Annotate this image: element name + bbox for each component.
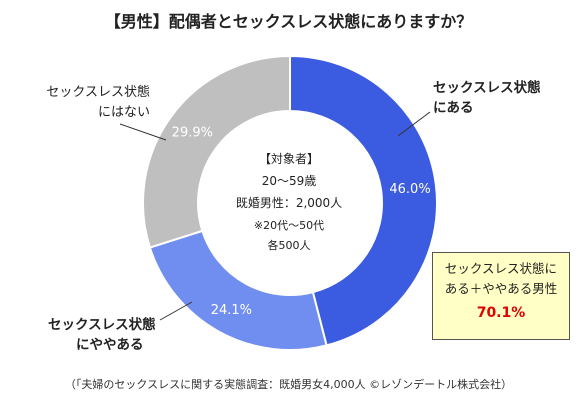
value-label-nai: 29.9%	[172, 126, 213, 141]
slice-aru	[289, 54, 438, 347]
source-note: （「夫婦のセックスレスに関する実態調査：既婚男女4,000人 ©レゾンデートル株…	[64, 378, 513, 391]
legend-label-yaya-line-2: にややある	[76, 337, 144, 353]
center-label-line-3: 既婚男性：2,000人	[235, 196, 343, 210]
center-label-line-5: 各500人	[267, 239, 311, 252]
value-label-yaya: 24.1%	[211, 303, 252, 318]
center-label-line-1: 【対象者】	[258, 152, 319, 166]
legend-label-nai: セックスレス状態 にはない	[22, 83, 150, 123]
callout-line-2: ある＋ややある男性	[444, 281, 558, 296]
legend-label-yaya: セックスレス状態 にややある	[48, 315, 156, 355]
center-label-line-2: 20～59歳	[261, 174, 317, 188]
chart-title: 【男性】配偶者とセックスレス状態にありますか？	[104, 12, 473, 31]
leader-line-yaya	[159, 301, 193, 321]
slice-nai	[142, 54, 291, 249]
legend-label-nai-line-1: セックスレス状態	[46, 85, 150, 100]
legend-label-yaya-line-1: セックスレス状態	[48, 317, 156, 333]
total-callout-box: セックスレス状態に ある＋ややある男性 70.1%	[432, 252, 570, 340]
legend-label-aru: セックスレス状態 にある	[433, 78, 541, 118]
callout-line-1: セックスレス状態に	[444, 261, 558, 276]
value-label-aru: 46.0%	[389, 182, 430, 197]
callout-value: 70.1%	[476, 305, 526, 321]
leader-line-aru	[397, 111, 431, 137]
legend-label-aru-line-1: セックスレス状態	[433, 80, 541, 96]
center-label-line-4: ※20代～50代	[253, 219, 325, 232]
legend-label-aru-line-2: にある	[433, 100, 474, 116]
slice-yaya	[148, 229, 328, 351]
legend-label-nai-line-2: にはない	[97, 105, 150, 120]
leader-line-nai	[119, 123, 167, 141]
